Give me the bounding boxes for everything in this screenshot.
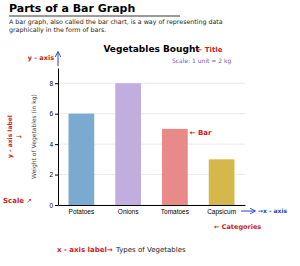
- bar: [162, 129, 188, 205]
- tick: 8: [49, 80, 58, 87]
- x-label-annotation: x - axis label→: [57, 246, 113, 254]
- scale-annotation: Scale: [3, 197, 24, 205]
- tick: 0: [49, 202, 58, 209]
- x-axis-title: Types of Vegetables: [115, 246, 186, 254]
- bar-annotation: ← Bar: [190, 129, 212, 137]
- arrow-annotation: →: [16, 133, 22, 141]
- tick-label: Onions: [118, 208, 139, 215]
- tick: Capsicum: [207, 205, 236, 216]
- tick-mark: [55, 205, 58, 206]
- y-axis-arrow: [58, 52, 59, 66]
- tick: Tomatoes: [161, 205, 190, 215]
- tick-label: 6: [49, 110, 53, 117]
- tick: Potatoes: [69, 205, 95, 215]
- tick: Onions: [118, 205, 139, 215]
- categories-annotation: ← Categories: [214, 223, 261, 231]
- tick-mark: [55, 144, 58, 145]
- tick-mark: [55, 175, 58, 176]
- bar: [115, 83, 141, 205]
- scale-text: Scale: 1 unit = 2 kg: [172, 57, 231, 65]
- tick-label: 0: [49, 202, 53, 209]
- x-axis-arrow: [241, 211, 255, 212]
- y-label-annotation: y - axis label: [6, 115, 14, 158]
- chart-title: Vegetables Bought: [103, 44, 200, 54]
- tick: 6: [49, 110, 58, 117]
- axis-line: [59, 205, 246, 206]
- tick: 4: [49, 141, 58, 148]
- tick: 2: [49, 171, 58, 178]
- tick-label: 8: [49, 80, 53, 87]
- tick-label: Potatoes: [69, 208, 95, 215]
- y-axis-annotation: y - axis: [28, 54, 54, 62]
- x-axis: Potatoes Onions Tomatoes Capsicum: [59, 205, 246, 216]
- tick-label: Tomatoes: [161, 208, 190, 215]
- y-axis: 0 2 4 6 8: [49, 69, 58, 209]
- page-title: Parts of a Bar Graph: [9, 2, 135, 15]
- tick-mark: [55, 114, 58, 115]
- tick-label: 2: [49, 171, 53, 178]
- axis-line: [58, 69, 59, 206]
- bars: [69, 83, 235, 205]
- tick-label: Capsicum: [207, 208, 236, 216]
- y-axis-title: Weight of Vegetables (in kg): [30, 94, 38, 179]
- plot: 0 2 4 6 8 Potatoes Onions Tomatoes Capsicum: [49, 69, 245, 216]
- bar: [69, 114, 95, 205]
- tick-label: 4: [49, 141, 53, 148]
- grid: [58, 83, 245, 205]
- bar: [209, 159, 235, 205]
- chart: Parts of a Bar Graph A bar graph, also ca…: [0, 0, 300, 266]
- x-axis-annotation: →x - axis: [258, 207, 288, 214]
- tick-mark: [55, 83, 58, 84]
- grid-line: [58, 83, 245, 84]
- page-subtitle: A bar graph, also called the bar chart, …: [9, 18, 223, 34]
- title-underline: [9, 16, 180, 17]
- arrow-annotation: ↗: [26, 197, 32, 205]
- title-annotation: ← Title: [197, 46, 223, 54]
